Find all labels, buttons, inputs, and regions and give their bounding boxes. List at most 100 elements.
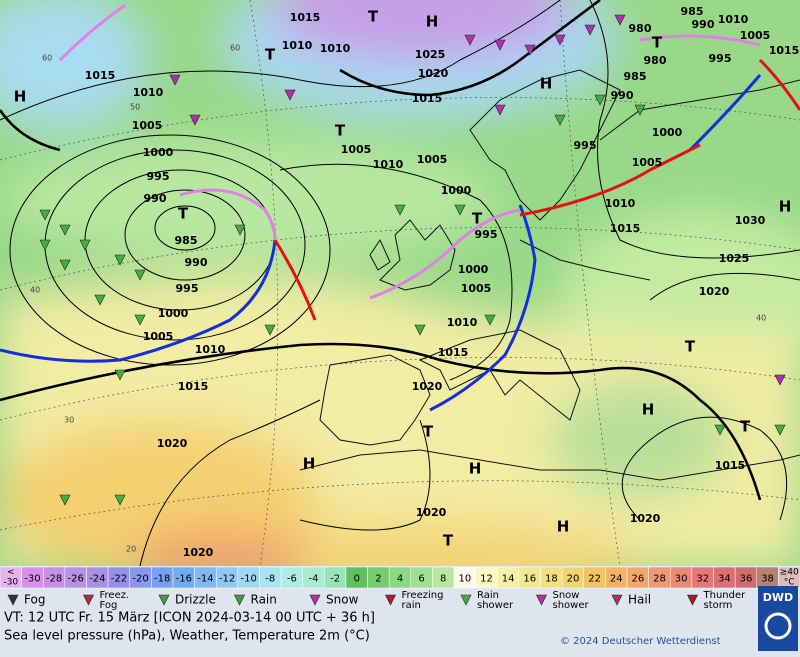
weather-icon — [524, 44, 536, 56]
logo: DWD — [763, 591, 793, 604]
scale-label: -24 — [89, 574, 105, 585]
warm-front — [519, 143, 701, 217]
pressure-label: 995 — [709, 52, 732, 65]
scale-label: -22 — [111, 574, 127, 585]
grid-label: 60 — [42, 54, 52, 63]
copyright: © 2024 Deutscher Wetterdienst — [560, 636, 721, 647]
pressure-label: 990 — [611, 89, 634, 102]
weather-icon — [614, 14, 626, 26]
weather-icon — [114, 254, 126, 266]
scale-label: 4 — [397, 574, 403, 585]
pressure-label: 1005 — [341, 143, 372, 156]
warm-front — [273, 239, 317, 321]
pressure-label: 990 — [185, 256, 208, 269]
weather-icon — [134, 314, 146, 326]
valid-time: VT: 12 UTC Fr. 15 März [ICON 2024-03-14 … — [4, 611, 375, 626]
cold-front — [429, 204, 537, 412]
legend-icon — [536, 594, 547, 606]
weather-icon — [39, 209, 51, 221]
legend-icon — [687, 594, 698, 606]
occlusion — [369, 208, 521, 300]
legend-icon — [611, 594, 623, 606]
pressure-label: 1025 — [415, 48, 446, 61]
legend-label: Fog — [100, 600, 118, 611]
pressure-label: 1020 — [183, 546, 214, 559]
legend-icon — [460, 594, 472, 606]
pressure-label: 1015 — [610, 222, 641, 235]
scale-label: 22 — [588, 574, 601, 585]
pressure-center: T — [652, 34, 663, 52]
pressure-label: 995 — [574, 139, 597, 152]
weather-icon — [554, 114, 566, 126]
grid-label: 20 — [126, 545, 136, 554]
pressure-label: 1020 — [412, 380, 443, 393]
pressure-label: 1020 — [416, 506, 447, 519]
pressure-label: 1015 — [438, 346, 469, 359]
pressure-label: 1005 — [417, 153, 448, 166]
pressure-center: T — [368, 8, 379, 26]
scale-label: -30 — [24, 574, 40, 585]
pressure-label: 1010 — [133, 86, 164, 99]
pressure-label: 1020 — [418, 67, 449, 80]
scale-label: -30 — [3, 578, 18, 588]
description: Sea level pressure (hPa), Weather, Tempe… — [4, 629, 370, 644]
pressure-label: 1015 — [85, 69, 116, 82]
pressure-center: H — [557, 518, 570, 536]
pressure-label: 1000 — [158, 307, 189, 320]
scale-label: -16 — [176, 574, 192, 585]
scale-label: < — [7, 568, 15, 578]
pressure-label: 1010 — [282, 39, 313, 52]
pressure-label: 1015 — [715, 459, 746, 472]
legend-label: Thunder — [703, 590, 747, 601]
scale-label: 28 — [653, 574, 666, 585]
weather-icon — [454, 204, 466, 216]
scale-label: 24 — [610, 574, 623, 585]
grid-label: 40 — [756, 314, 766, 323]
isobars-thick — [0, 0, 762, 501]
weather-icon — [464, 34, 476, 46]
occlusion — [179, 188, 277, 241]
pressure-label: 1030 — [735, 214, 766, 227]
legend-label: Freezing — [402, 590, 444, 601]
weather-icon — [94, 294, 106, 306]
weather-icon — [584, 24, 596, 36]
legend-label: Snow — [553, 590, 580, 601]
legend-icon — [83, 594, 94, 606]
pressure-center: H — [303, 455, 316, 473]
scale-label: 20 — [567, 574, 580, 585]
temperature-field — [0, 0, 800, 566]
pressure-label: 1010 — [373, 158, 404, 171]
legend-label: Snow — [326, 593, 359, 607]
pressure-center: T — [685, 338, 696, 356]
pressure-label: 1000 — [652, 126, 683, 139]
pressure-center: H — [14, 88, 27, 106]
weather-icon — [169, 74, 181, 86]
scale-label: 38 — [761, 574, 774, 585]
pressure-center: T — [740, 418, 751, 436]
legend-icon — [158, 594, 170, 606]
weather-icon — [394, 204, 406, 216]
legend: <-30 -30 -28 -26 -24 -22 -20 -18 -16 -14 -12 -10 -8-… — [0, 566, 800, 613]
pressure-label: 1005 — [132, 119, 163, 132]
pressure-label: 1010 — [195, 343, 226, 356]
weather-icon — [59, 224, 71, 236]
scale-label: 18 — [545, 574, 558, 585]
legend-icon — [385, 594, 396, 606]
pressure-label: 1015 — [290, 11, 321, 24]
legend-label: storm — [704, 600, 733, 611]
legend-label: shower — [553, 600, 590, 611]
scale-label: -2 — [330, 574, 340, 585]
pressure-label: 980 — [644, 54, 667, 67]
weather-icon — [414, 324, 426, 336]
coastlines — [299, 69, 800, 481]
logo-icon — [764, 612, 792, 640]
weather-icon — [774, 374, 786, 386]
scale-label: -4 — [309, 574, 319, 585]
weather-icon — [39, 239, 51, 251]
pressure-label: 1005 — [740, 29, 771, 42]
pressure-label: 995 — [176, 282, 199, 295]
grid-label: 40 — [30, 286, 40, 295]
pressure-label: 985 — [681, 5, 704, 18]
weather-icon — [59, 494, 71, 506]
